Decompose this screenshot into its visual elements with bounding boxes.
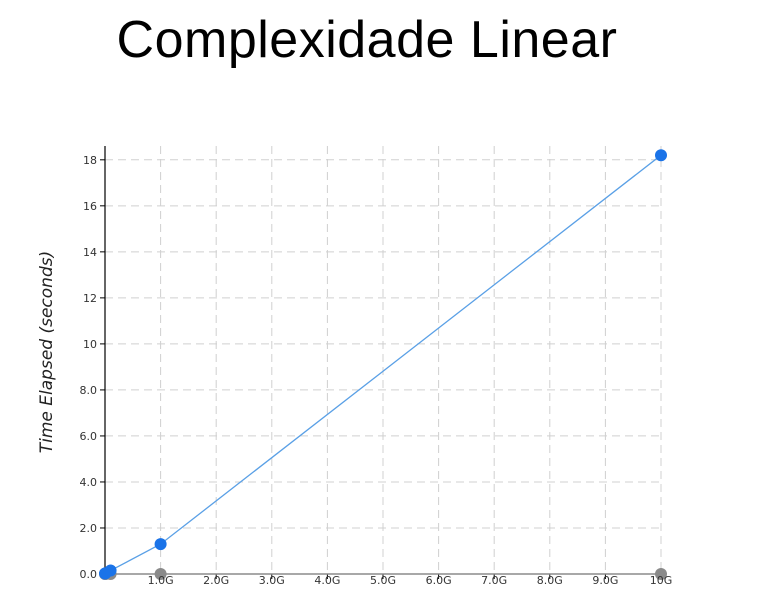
x-tick-label: 3.0G [259, 574, 285, 587]
y-tick-label: 2.0 [80, 522, 98, 535]
x-tick-label: 10G [650, 574, 673, 587]
x-tick-label: 9.0G [592, 574, 618, 587]
y-tick-label: 12 [83, 292, 97, 305]
x-tick-label: 4.0G [314, 574, 340, 587]
axes [100, 146, 662, 579]
data-points [99, 149, 667, 580]
y-tick-label: 16 [83, 200, 97, 213]
y-tick-label: 6.0 [80, 430, 98, 443]
tick-labels: 0.0 2.0 4.0 6.0 8.0 10 12 14 16 18 1.0G 2.0G 3.0G 4.0… [80, 154, 673, 587]
x-tick-label: 8.0G [537, 574, 563, 587]
x-tick-label: 2.0G [203, 574, 229, 587]
y-tick-label: 18 [83, 154, 97, 167]
y-tick-label: 8.0 [80, 384, 98, 397]
x-tick-label: 5.0G [370, 574, 396, 587]
data-point [154, 538, 167, 551]
y-tick-label: 4.0 [80, 476, 98, 489]
data-point [154, 568, 167, 580]
data-point [655, 568, 667, 580]
x-tick-label: 1.0G [148, 574, 174, 587]
y-tick-label: 10 [83, 338, 97, 351]
x-tick-label: 6.0G [426, 574, 452, 587]
grid-lines [105, 146, 662, 574]
data-point [104, 564, 117, 577]
y-axis-label: Time Elapsed (seconds) [37, 251, 57, 453]
y-tick-label: 14 [83, 246, 97, 259]
data-point [655, 149, 667, 162]
slide-title: Complexidade Linear [116, 11, 618, 69]
x-tick-label: 7.0G [481, 574, 507, 587]
y-tick-label: 0.0 [80, 568, 98, 581]
